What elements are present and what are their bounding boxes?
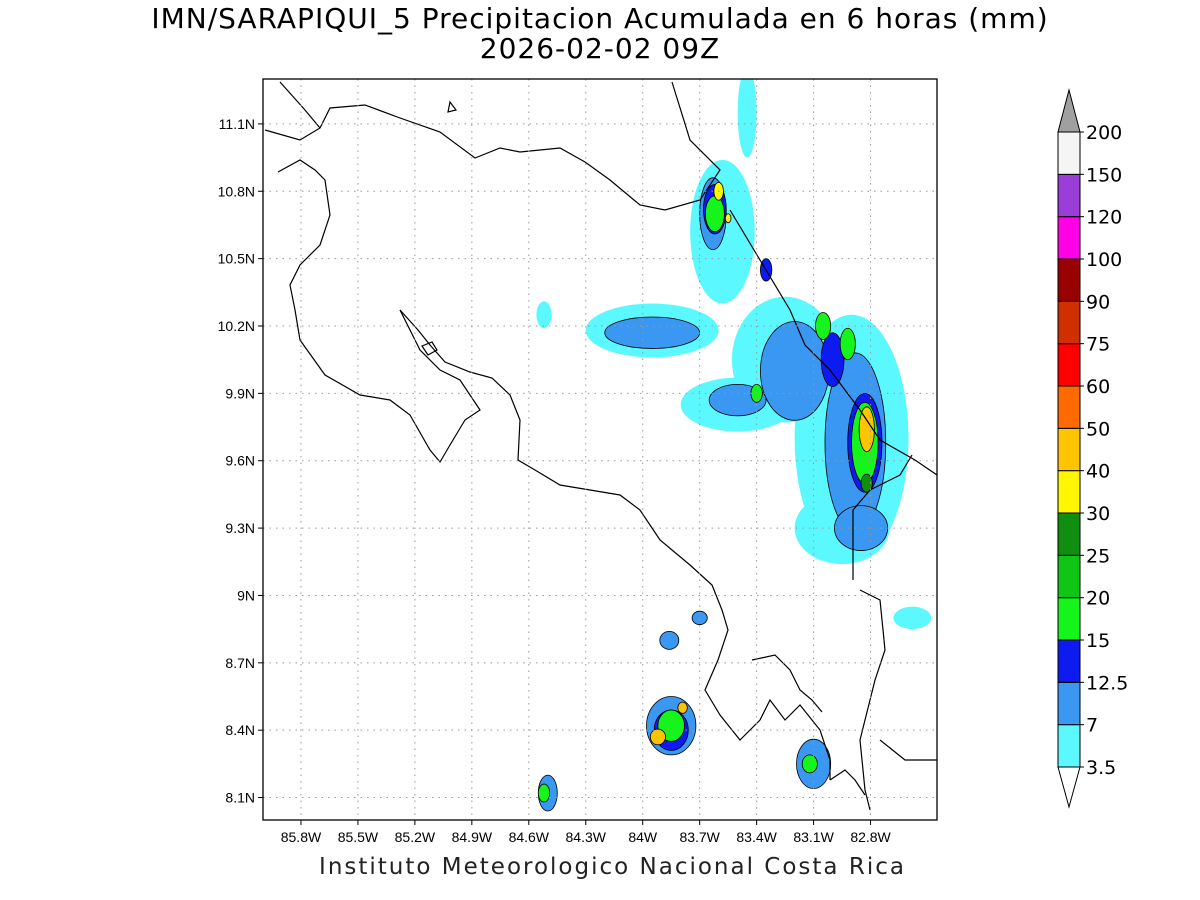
tick-label-lon: 82.8W [850, 829, 891, 845]
tick-label-lon: 84.9W [452, 829, 493, 845]
precip-cell [536, 301, 552, 329]
coastline-and-borders [264, 81, 937, 811]
precipitation-field [536, 79, 932, 812]
colorbar-swatch [1057, 724, 1081, 768]
precip-cell [858, 406, 875, 453]
colorbar-label: 100 [1086, 249, 1122, 271]
colorbar-upper-extend [1057, 88, 1081, 133]
map-gridlines [263, 79, 937, 820]
tick-label-lat: 10.8N [218, 183, 255, 199]
colorbar-label: 120 [1086, 207, 1122, 229]
colorbar-swatch [1057, 173, 1081, 218]
colorbar-label: 200 [1086, 122, 1122, 144]
tick-label-lat: 8.7N [225, 655, 255, 671]
precip-cell [750, 383, 763, 403]
colorbar-swatch [1057, 385, 1081, 429]
precip-cell [537, 783, 551, 803]
tick-label-lat: 10.5N [218, 251, 255, 267]
precip-cell [860, 473, 873, 493]
precip-cell [893, 606, 932, 630]
tick-label-lon: 84W [628, 829, 658, 845]
precip-cell [704, 195, 725, 233]
tick-label-lat: 9.9N [225, 385, 255, 401]
colorbar-swatch [1057, 131, 1081, 175]
colorbar-label: 50 [1086, 418, 1110, 440]
map-title: IMN/SARAPIQUI_5 Precipitacion Acumulada … [151, 2, 1049, 35]
tick-label-lon: 85.2W [395, 829, 436, 845]
longitude-axis: 85.8W 85.5W 85.2W 84.9W 84.6W 84.3W 84W 83.7W 83… [281, 820, 892, 845]
colorbar-swatch [1057, 258, 1081, 302]
colorbar-label: 30 [1086, 503, 1110, 525]
colorbar-label: 3.5 [1086, 757, 1116, 779]
precip-cell [724, 213, 732, 224]
colorbar-swatch [1057, 427, 1081, 472]
tick-label-lat: 9.6N [225, 453, 255, 469]
colorbar-label: 25 [1086, 545, 1110, 567]
color-legend: 3.5 7 12.5 15 20 25 30 40 50 60 75 90 100 120 150 200 [1057, 88, 1128, 809]
colorbar-swatch [1057, 216, 1081, 260]
colorbar-label: 150 [1086, 164, 1122, 186]
tick-label-lat: 8.1N [225, 790, 255, 806]
colorbar-label: 12.5 [1086, 672, 1128, 694]
colorbar-swatch [1057, 470, 1081, 514]
tick-label-lon: 84.6W [509, 829, 550, 845]
colorbar-lower-extend [1057, 766, 1081, 809]
colorbar-swatch [1057, 343, 1081, 387]
tick-label-lon: 83.7W [679, 829, 720, 845]
map-subtitle: 2026-02-02 09Z [479, 32, 721, 65]
colorbar-swatch [1057, 681, 1081, 726]
tick-label-lat: 9N [237, 587, 255, 603]
tick-label-lat: 9.3N [225, 520, 255, 536]
precip-cell [691, 610, 708, 626]
precip-cell [839, 327, 856, 361]
tick-label-lat: 8.4N [225, 722, 255, 738]
map-frame [262, 78, 938, 821]
precip-cell [659, 630, 680, 650]
tick-label-lon: 83.4W [736, 829, 777, 845]
tick-label-lon: 83.1W [793, 829, 834, 845]
tick-label-lat: 10.2N [218, 318, 255, 334]
precip-cell [677, 701, 688, 714]
tick-label-lat: 11.1N [219, 116, 255, 132]
colorbar-label: 7 [1086, 715, 1098, 737]
colorbar-label: 40 [1086, 461, 1110, 483]
latitude-axis: 8.1N 8.4N 8.7N 9N 9.3N 9.6N 9.9N 10.2N 10.5N 10.8… [218, 116, 263, 806]
colorbar-label: 20 [1086, 588, 1110, 610]
colorbar-swatch [1057, 639, 1081, 683]
colorbar-swatch [1057, 554, 1081, 599]
tick-label-lon: 84.3W [566, 829, 607, 845]
precip-cell [820, 332, 845, 388]
colorbar-label: 75 [1086, 334, 1110, 356]
precip-cell [604, 316, 701, 349]
tick-label-lon: 85.8W [281, 829, 322, 845]
colorbar-label: 60 [1086, 376, 1110, 398]
precip-cell [649, 728, 666, 746]
colorbar-label: 90 [1086, 291, 1110, 313]
precip-cell [737, 79, 757, 158]
colorbar-swatch [1057, 512, 1081, 556]
tick-label-lon: 85.5W [338, 829, 379, 845]
credit-line: Instituto Meteorologico Nacional Costa R… [319, 854, 906, 880]
precip-cell [801, 754, 818, 774]
colorbar-swatch [1057, 597, 1081, 641]
colorbar-label: 15 [1086, 630, 1110, 652]
colorbar-swatch [1057, 300, 1081, 345]
